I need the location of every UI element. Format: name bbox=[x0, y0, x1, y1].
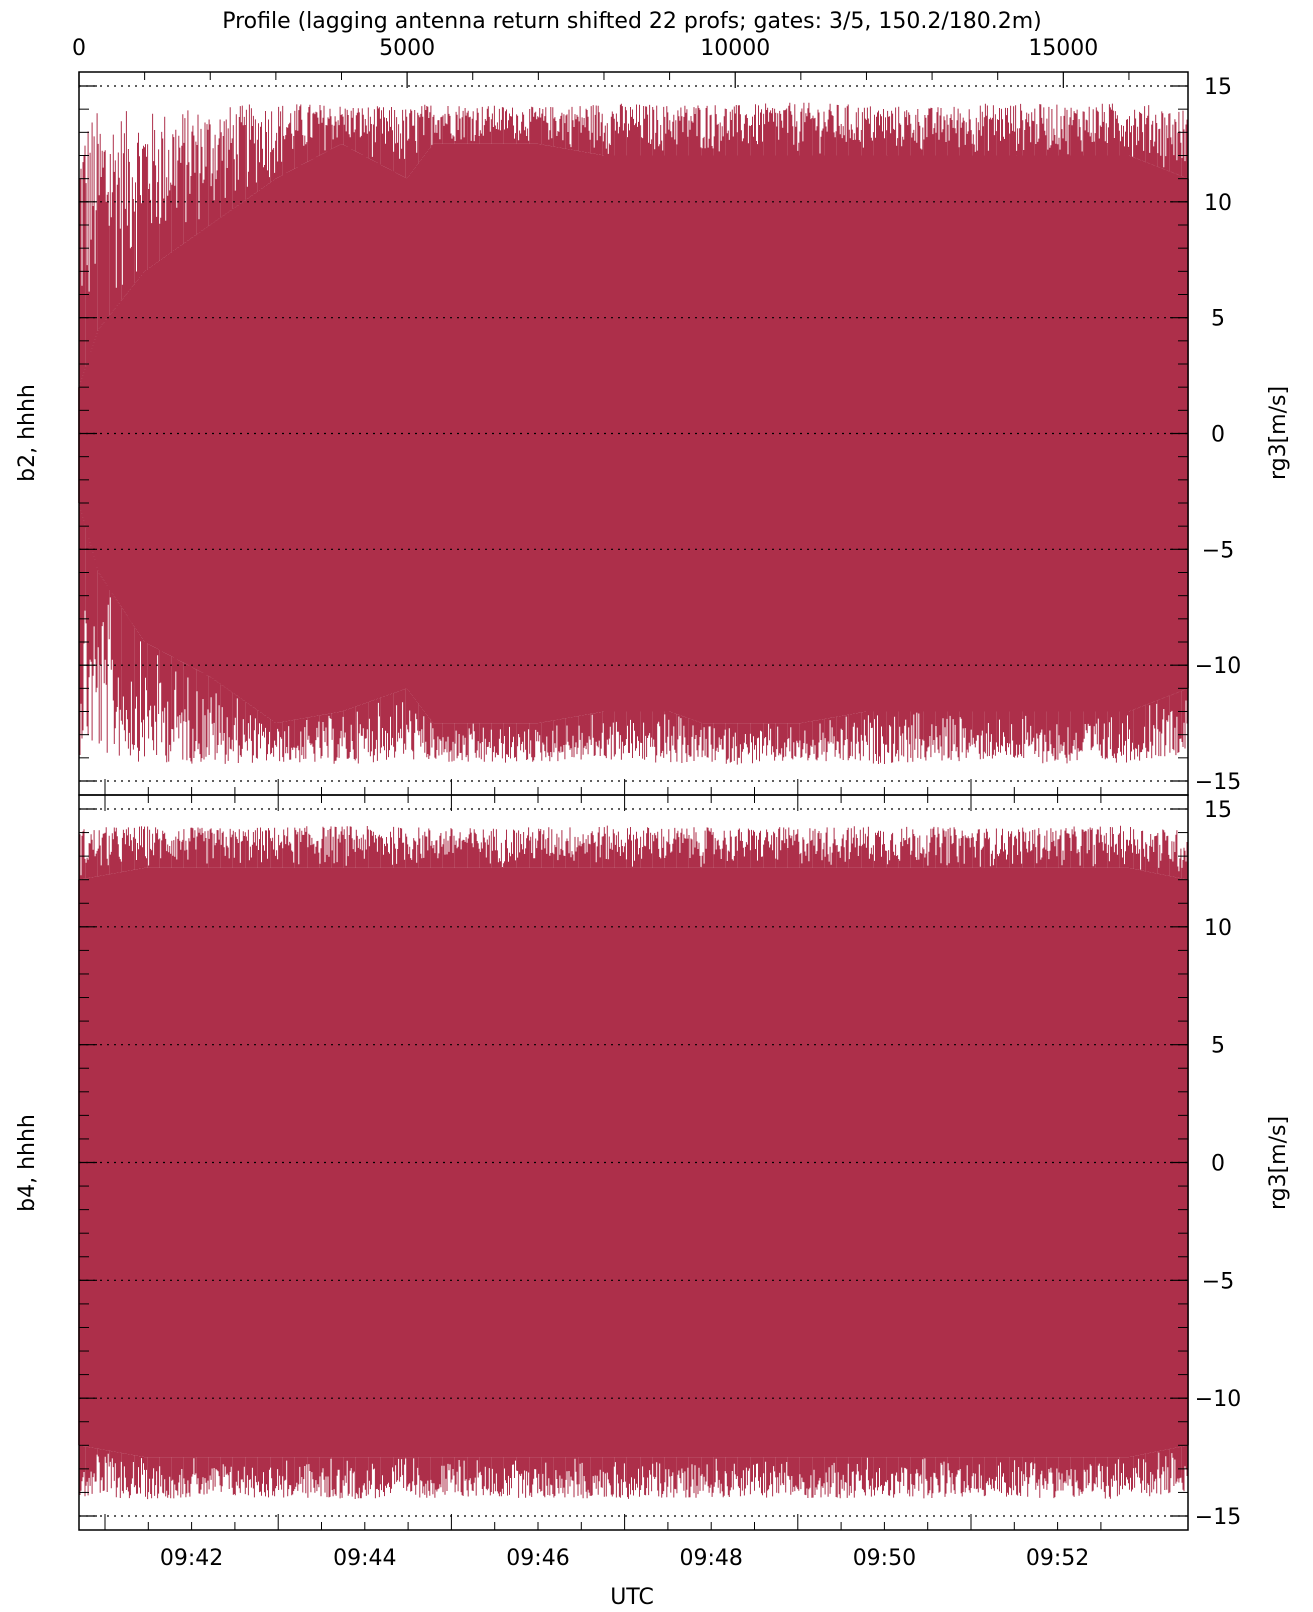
panel1-ytick-label: −15 bbox=[1195, 770, 1241, 795]
panel2-ytick-label: 15 bbox=[1204, 798, 1232, 823]
panel2-ytick-label: −10 bbox=[1195, 1387, 1241, 1412]
top-axis-tick-label: 5000 bbox=[379, 36, 435, 61]
top-axis-tick-label: 15000 bbox=[1028, 36, 1098, 61]
top-axis-tick-label: 10000 bbox=[700, 36, 770, 61]
panel2-right-label: rg3[m/s] bbox=[1266, 1116, 1291, 1210]
panel1-ytick-label: 10 bbox=[1204, 191, 1232, 216]
x-axis-label: UTC bbox=[610, 1585, 654, 1610]
panel2-ytick-label: −15 bbox=[1195, 1505, 1241, 1530]
top-axis-tick-label: 0 bbox=[72, 36, 86, 61]
panel2-ytick-label: 10 bbox=[1204, 916, 1232, 941]
bottom-axis-tick-label: 09:46 bbox=[506, 1546, 569, 1571]
bottom-axis-tick-label: 09:42 bbox=[160, 1546, 223, 1571]
panel2-left-label: b4, hhhh bbox=[15, 1114, 40, 1212]
panel1-left-label: b2, hhhh bbox=[15, 384, 40, 482]
panel1-ytick-label: 5 bbox=[1211, 307, 1225, 332]
panel2-ytick-label: −5 bbox=[1202, 1269, 1234, 1294]
bottom-axis-tick-label: 09:52 bbox=[1026, 1546, 1089, 1571]
panel1-ytick-label: −10 bbox=[1195, 654, 1241, 679]
panel1-ytick-label: 0 bbox=[1211, 423, 1225, 448]
chart-title: Profile (lagging antenna return shifted … bbox=[222, 9, 1042, 34]
panel2-ytick-label: 0 bbox=[1211, 1152, 1225, 1177]
panel2-ytick-label: 5 bbox=[1211, 1034, 1225, 1059]
bottom-axis-tick-label: 09:44 bbox=[333, 1546, 396, 1571]
bottom-axis-tick-label: 09:50 bbox=[853, 1546, 916, 1571]
panel1-ytick-label: −5 bbox=[1202, 538, 1234, 563]
panel1-right-label: rg3[m/s] bbox=[1266, 386, 1291, 480]
bottom-axis-tick-label: 09:48 bbox=[679, 1546, 742, 1571]
panel1-ytick-label: 15 bbox=[1204, 75, 1232, 100]
